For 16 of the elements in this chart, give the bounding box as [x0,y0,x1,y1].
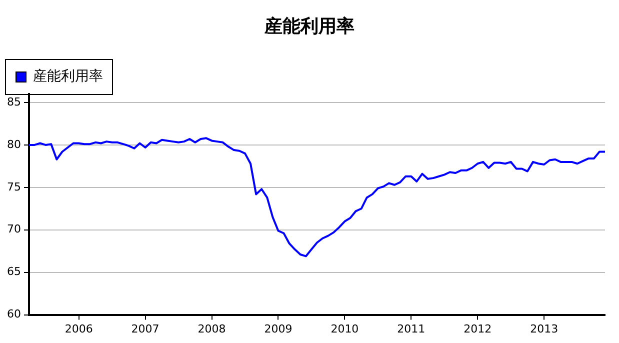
y-tick-label: 70 [6,222,21,236]
y-tick-label: 85 [6,95,21,108]
y-tick-label: 65 [6,265,21,278]
x-tick-label: 2010 [330,322,359,336]
y-tick-label: 75 [6,180,21,194]
y-tick-label: 80 [6,138,21,151]
x-tick-label: 2006 [64,322,93,336]
x-tick-label: 2012 [464,322,492,336]
legend-label: 産能利用率 [33,68,103,85]
chart-title: 産能利用率 [263,15,356,38]
x-tick-label: 2011 [397,322,426,336]
x-tick-label: 2013 [530,322,558,336]
x-tick-label: 2009 [264,322,292,336]
x-tick-label: 2007 [131,322,160,336]
y-tick-label: 60 [6,308,21,321]
x-tick-label: 2008 [198,322,226,336]
